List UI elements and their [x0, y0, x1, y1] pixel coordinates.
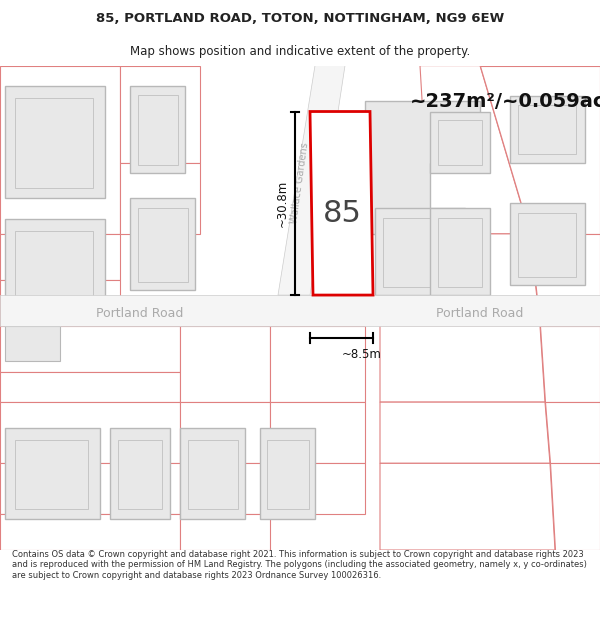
Polygon shape	[0, 326, 180, 371]
Polygon shape	[270, 463, 365, 514]
Bar	[518, 106, 576, 154]
Bar	[118, 440, 162, 509]
Bar	[430, 208, 490, 295]
Bar	[383, 217, 455, 287]
Polygon shape	[180, 326, 270, 402]
Polygon shape	[120, 162, 200, 234]
Bar	[438, 119, 482, 164]
Bar	[15, 440, 88, 509]
Bar	[5, 326, 60, 361]
Bar	[130, 198, 195, 290]
Text: 85, PORTLAND ROAD, TOTON, NOTTINGHAM, NG9 6EW: 85, PORTLAND ROAD, TOTON, NOTTINGHAM, NG…	[96, 12, 504, 25]
Polygon shape	[0, 514, 180, 550]
Bar	[5, 428, 100, 519]
Polygon shape	[380, 234, 540, 326]
Bar	[110, 428, 170, 519]
Bar	[5, 86, 105, 198]
Polygon shape	[0, 280, 120, 326]
Polygon shape	[0, 66, 120, 234]
Bar	[138, 95, 178, 164]
Polygon shape	[380, 326, 545, 402]
Bar	[375, 208, 465, 295]
Polygon shape	[0, 371, 180, 402]
Polygon shape	[380, 463, 555, 550]
Bar	[138, 208, 188, 282]
Polygon shape	[480, 66, 600, 234]
Bar	[260, 428, 315, 519]
Bar	[15, 231, 93, 305]
Bar	[180, 428, 245, 519]
Polygon shape	[540, 326, 600, 402]
Text: ~30.8m: ~30.8m	[276, 179, 289, 227]
Polygon shape	[0, 295, 600, 326]
Polygon shape	[380, 402, 550, 463]
Polygon shape	[0, 234, 120, 280]
Polygon shape	[270, 402, 365, 463]
Bar	[430, 111, 490, 173]
Bar	[188, 440, 238, 509]
Text: ~8.5m: ~8.5m	[341, 348, 382, 361]
Polygon shape	[530, 234, 600, 326]
Text: Portland Road: Portland Road	[436, 307, 524, 320]
Polygon shape	[0, 402, 180, 463]
Polygon shape	[180, 463, 270, 514]
Bar	[438, 217, 482, 287]
Bar	[518, 214, 576, 277]
Polygon shape	[278, 66, 345, 295]
Polygon shape	[365, 101, 480, 234]
Bar	[267, 440, 309, 509]
Polygon shape	[180, 514, 270, 550]
Bar	[510, 203, 585, 285]
Text: Portland Road: Portland Road	[97, 307, 184, 320]
Polygon shape	[0, 463, 180, 514]
Bar	[510, 96, 585, 162]
Polygon shape	[310, 111, 373, 295]
Polygon shape	[550, 463, 600, 550]
Text: Wallace Gardens: Wallace Gardens	[289, 142, 311, 224]
Bar	[15, 98, 93, 188]
Polygon shape	[545, 402, 600, 463]
Polygon shape	[420, 66, 530, 234]
Bar	[5, 219, 105, 316]
Bar	[130, 86, 185, 173]
Text: Map shows position and indicative extent of the property.: Map shows position and indicative extent…	[130, 45, 470, 58]
Text: ~237m²/~0.059ac.: ~237m²/~0.059ac.	[410, 92, 600, 111]
Polygon shape	[180, 402, 270, 463]
Polygon shape	[270, 326, 365, 402]
Polygon shape	[120, 66, 200, 162]
Text: Contains OS data © Crown copyright and database right 2021. This information is : Contains OS data © Crown copyright and d…	[12, 550, 587, 580]
Text: 85: 85	[323, 199, 361, 228]
